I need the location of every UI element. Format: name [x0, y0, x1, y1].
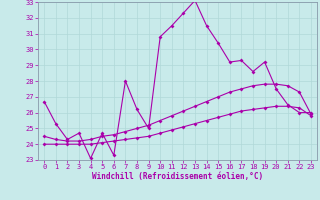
X-axis label: Windchill (Refroidissement éolien,°C): Windchill (Refroidissement éolien,°C) [92, 172, 263, 181]
